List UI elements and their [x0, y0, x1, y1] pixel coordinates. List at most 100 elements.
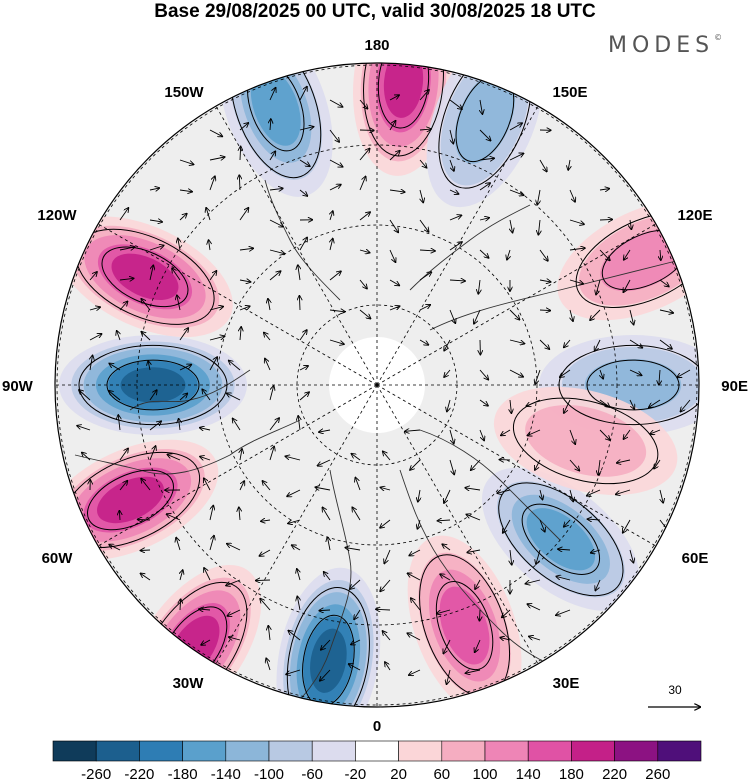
wind-arrow — [359, 149, 370, 161]
wind-arrow — [556, 576, 571, 581]
wind-arrow — [535, 459, 541, 470]
coastline-scandinavia — [419, 429, 561, 541]
wind-arrow — [352, 507, 361, 521]
anomaly-positive-80e — [493, 386, 678, 495]
colorbar-tick-label: 140 — [516, 766, 541, 783]
wind-arrow — [355, 478, 361, 491]
wind-arrow — [480, 99, 482, 114]
wind-arrow — [227, 609, 241, 616]
wind-arrow — [329, 129, 339, 142]
wind-arrow — [380, 579, 391, 591]
colorbar-swatch — [52, 740, 97, 762]
wind-arrow — [266, 658, 271, 671]
wind-arrow — [383, 631, 391, 641]
wind-arrow — [449, 309, 455, 323]
wind-arrow — [141, 299, 151, 311]
wind-arrow — [200, 428, 211, 430]
wind-arrow — [179, 365, 191, 371]
wind-arrow — [527, 429, 541, 435]
wind-arrow — [119, 449, 128, 461]
wind-arrow — [299, 392, 309, 401]
wind-arrow — [167, 455, 181, 461]
wind-arrow — [509, 153, 523, 161]
wind-arrow — [419, 305, 430, 311]
wind-arrow — [629, 339, 642, 348]
wind-arrow — [264, 333, 271, 341]
wind-arrow — [407, 633, 421, 641]
wind-arrow — [449, 99, 462, 109]
wind-arrow — [179, 190, 192, 192]
label-120w: 120W — [37, 207, 77, 224]
wind-arrow — [376, 609, 391, 610]
label-180: 180 — [364, 37, 389, 54]
wind-arrow — [180, 599, 181, 611]
wind-arrow — [299, 330, 307, 341]
wind-arrow — [623, 279, 631, 292]
wind-arrow — [507, 249, 510, 260]
wind-arrow — [598, 459, 600, 475]
wind-arrow — [389, 279, 399, 285]
wind-arrow — [659, 369, 660, 385]
wind-arrow — [269, 386, 274, 401]
wind-arrow — [479, 183, 490, 191]
wind-arrow — [538, 219, 540, 235]
copyright-mark: © — [714, 33, 723, 42]
wind-arrow — [288, 519, 301, 523]
wind-arrow — [617, 460, 631, 463]
wind-arrow — [265, 359, 271, 371]
wind-arrow — [226, 579, 241, 586]
wind-arrow — [677, 369, 691, 377]
wind-arrow — [478, 279, 480, 294]
wind-arrow — [497, 490, 511, 493]
wind-arrow — [287, 489, 301, 496]
colorbar: -260 -220 -180 -140 -100 -60 -20 20 60 100 140 180 2… — [52, 740, 702, 783]
wind-arrow — [239, 280, 250, 282]
wind-arrow — [389, 190, 405, 192]
wind-arrow — [569, 248, 585, 250]
colorbar-tick-label: 100 — [472, 766, 497, 783]
coastlines — [74, 179, 681, 707]
colorbar-swatch — [614, 740, 659, 762]
wind-arrow — [79, 390, 91, 401]
wind-arrow — [408, 573, 421, 581]
label-90w: 90W — [2, 378, 34, 395]
wind-arrow — [90, 356, 92, 371]
wind-arrow — [89, 307, 100, 310]
wind-arrow — [419, 272, 431, 281]
wind-arrow — [209, 271, 216, 281]
wind-arrow — [299, 366, 308, 371]
wind-arrow — [629, 309, 634, 325]
colorbar-tick-label: 220 — [602, 766, 627, 783]
wind-arrow — [680, 399, 691, 412]
wind-arrow — [660, 249, 661, 260]
wind-arrow — [616, 489, 631, 494]
wind-arrow — [315, 487, 331, 490]
wind-arrow — [350, 579, 361, 589]
wind-arrow — [269, 188, 283, 190]
wind-arrow — [297, 569, 300, 581]
wind-arrow — [479, 218, 489, 220]
wind-arrow — [650, 429, 661, 434]
wind-arrow — [239, 507, 240, 521]
wind-arrow — [419, 339, 428, 345]
wind-arrow — [466, 669, 481, 673]
wind-arrow — [209, 129, 222, 136]
colorbar-tick-label: -20 — [345, 766, 367, 783]
wind-arrow — [209, 176, 215, 191]
wind-arrow — [351, 639, 361, 644]
wind-arrow — [179, 328, 188, 341]
wind-arrow — [109, 363, 121, 371]
wind-arrow — [167, 514, 181, 521]
wind-arrow — [269, 88, 276, 101]
wind-arrow — [204, 568, 211, 581]
wind-arrow — [535, 369, 541, 384]
wind-arrow — [299, 189, 307, 196]
colorbar-swatch — [95, 740, 140, 762]
vector-scale: 30 — [648, 683, 700, 707]
colorbar-swatch — [527, 740, 572, 762]
wind-arrow — [299, 296, 300, 311]
label-60w: 60W — [42, 550, 74, 567]
colorbar-swatch — [441, 740, 486, 762]
wind-arrow — [268, 626, 270, 641]
